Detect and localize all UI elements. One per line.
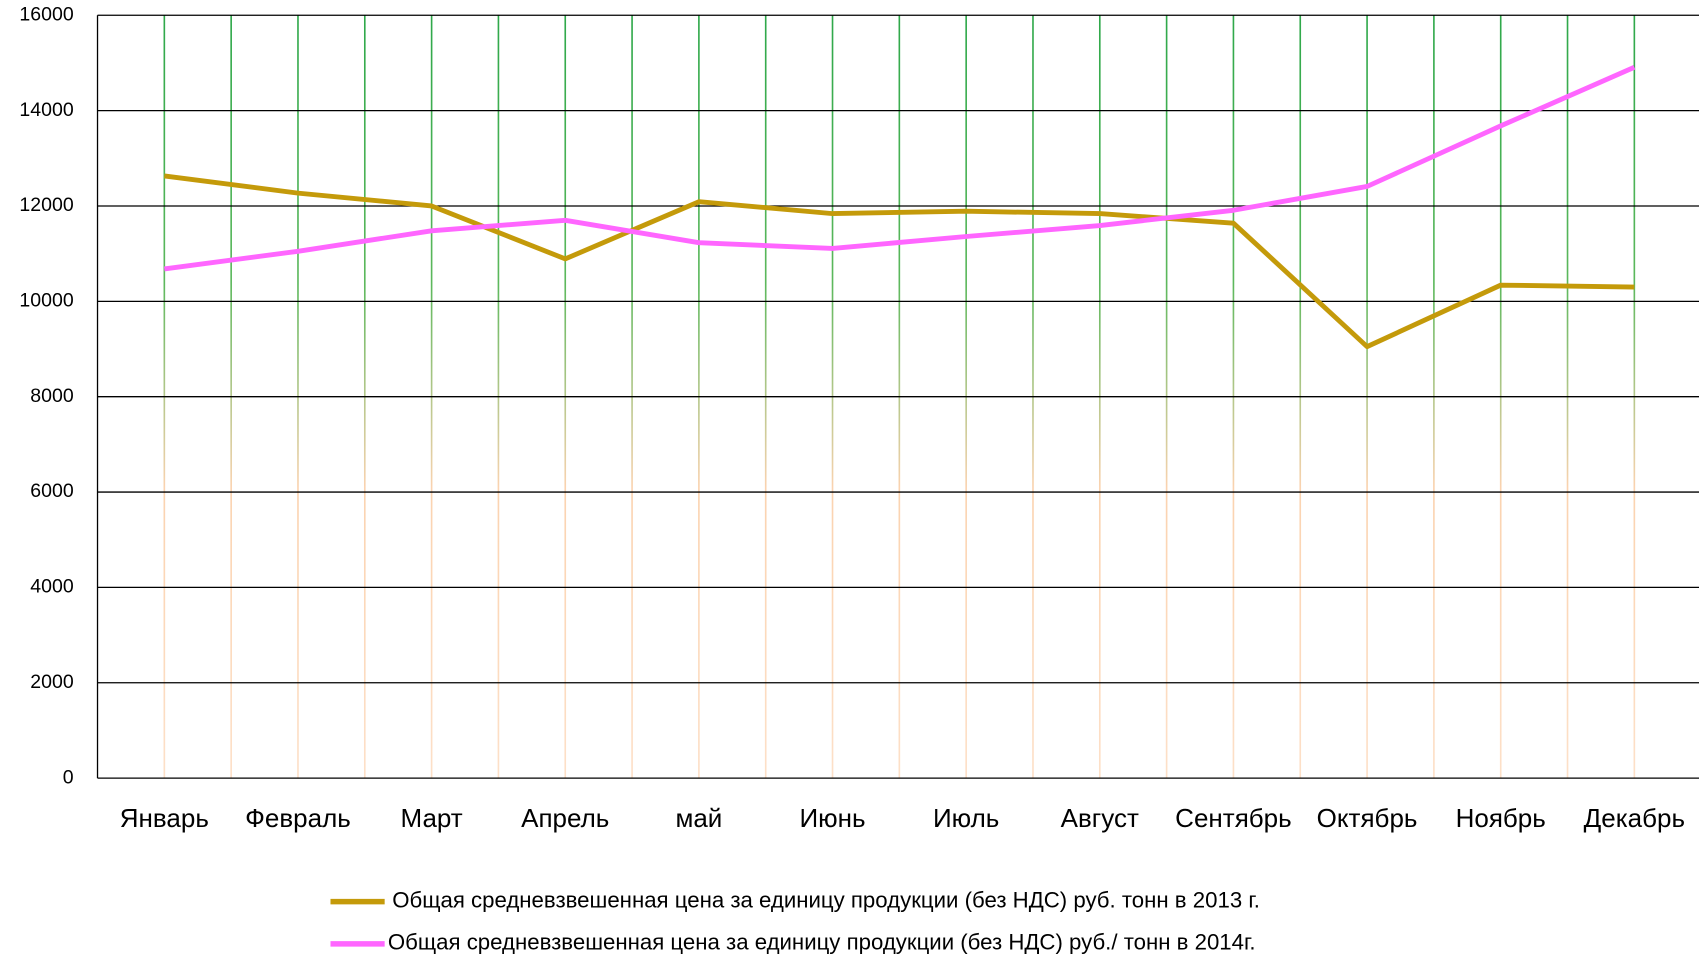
x-tick-label: Апрель — [521, 803, 609, 833]
y-tick-label: 6000 — [30, 480, 74, 502]
y-tick-label: 4000 — [30, 576, 74, 598]
x-tick-label: Февраль — [245, 803, 351, 833]
x-tick-label: Декабрь — [1584, 803, 1685, 833]
x-tick-label: Август — [1061, 803, 1139, 833]
x-tick-label: Октябрь — [1317, 803, 1418, 833]
x-tick-label: май — [675, 803, 722, 833]
legend-label: Общая средневзвешенная цена за единицу п… — [392, 887, 1260, 912]
legend-label: Общая средневзвешенная цена за единицу п… — [388, 930, 1256, 955]
y-tick-label: 0 — [63, 766, 74, 788]
series-line — [164, 65, 1636, 272]
x-tick-label: Июль — [933, 803, 999, 833]
x-tick-label: Март — [401, 803, 463, 833]
series-line — [164, 173, 1635, 350]
y-tick-label: 10000 — [19, 289, 73, 311]
y-tick-label: 12000 — [19, 194, 73, 216]
x-tick-label: Июнь — [799, 803, 865, 833]
y-tick-label: 8000 — [30, 385, 74, 407]
y-tick-label: 2000 — [30, 671, 74, 693]
x-tick-label: Сентябрь — [1175, 803, 1291, 833]
x-tick-label: Ноябрь — [1456, 803, 1546, 833]
x-tick-label: Январь — [120, 803, 209, 833]
y-tick-label: 16000 — [19, 3, 73, 25]
y-tick-label: 14000 — [19, 99, 73, 121]
